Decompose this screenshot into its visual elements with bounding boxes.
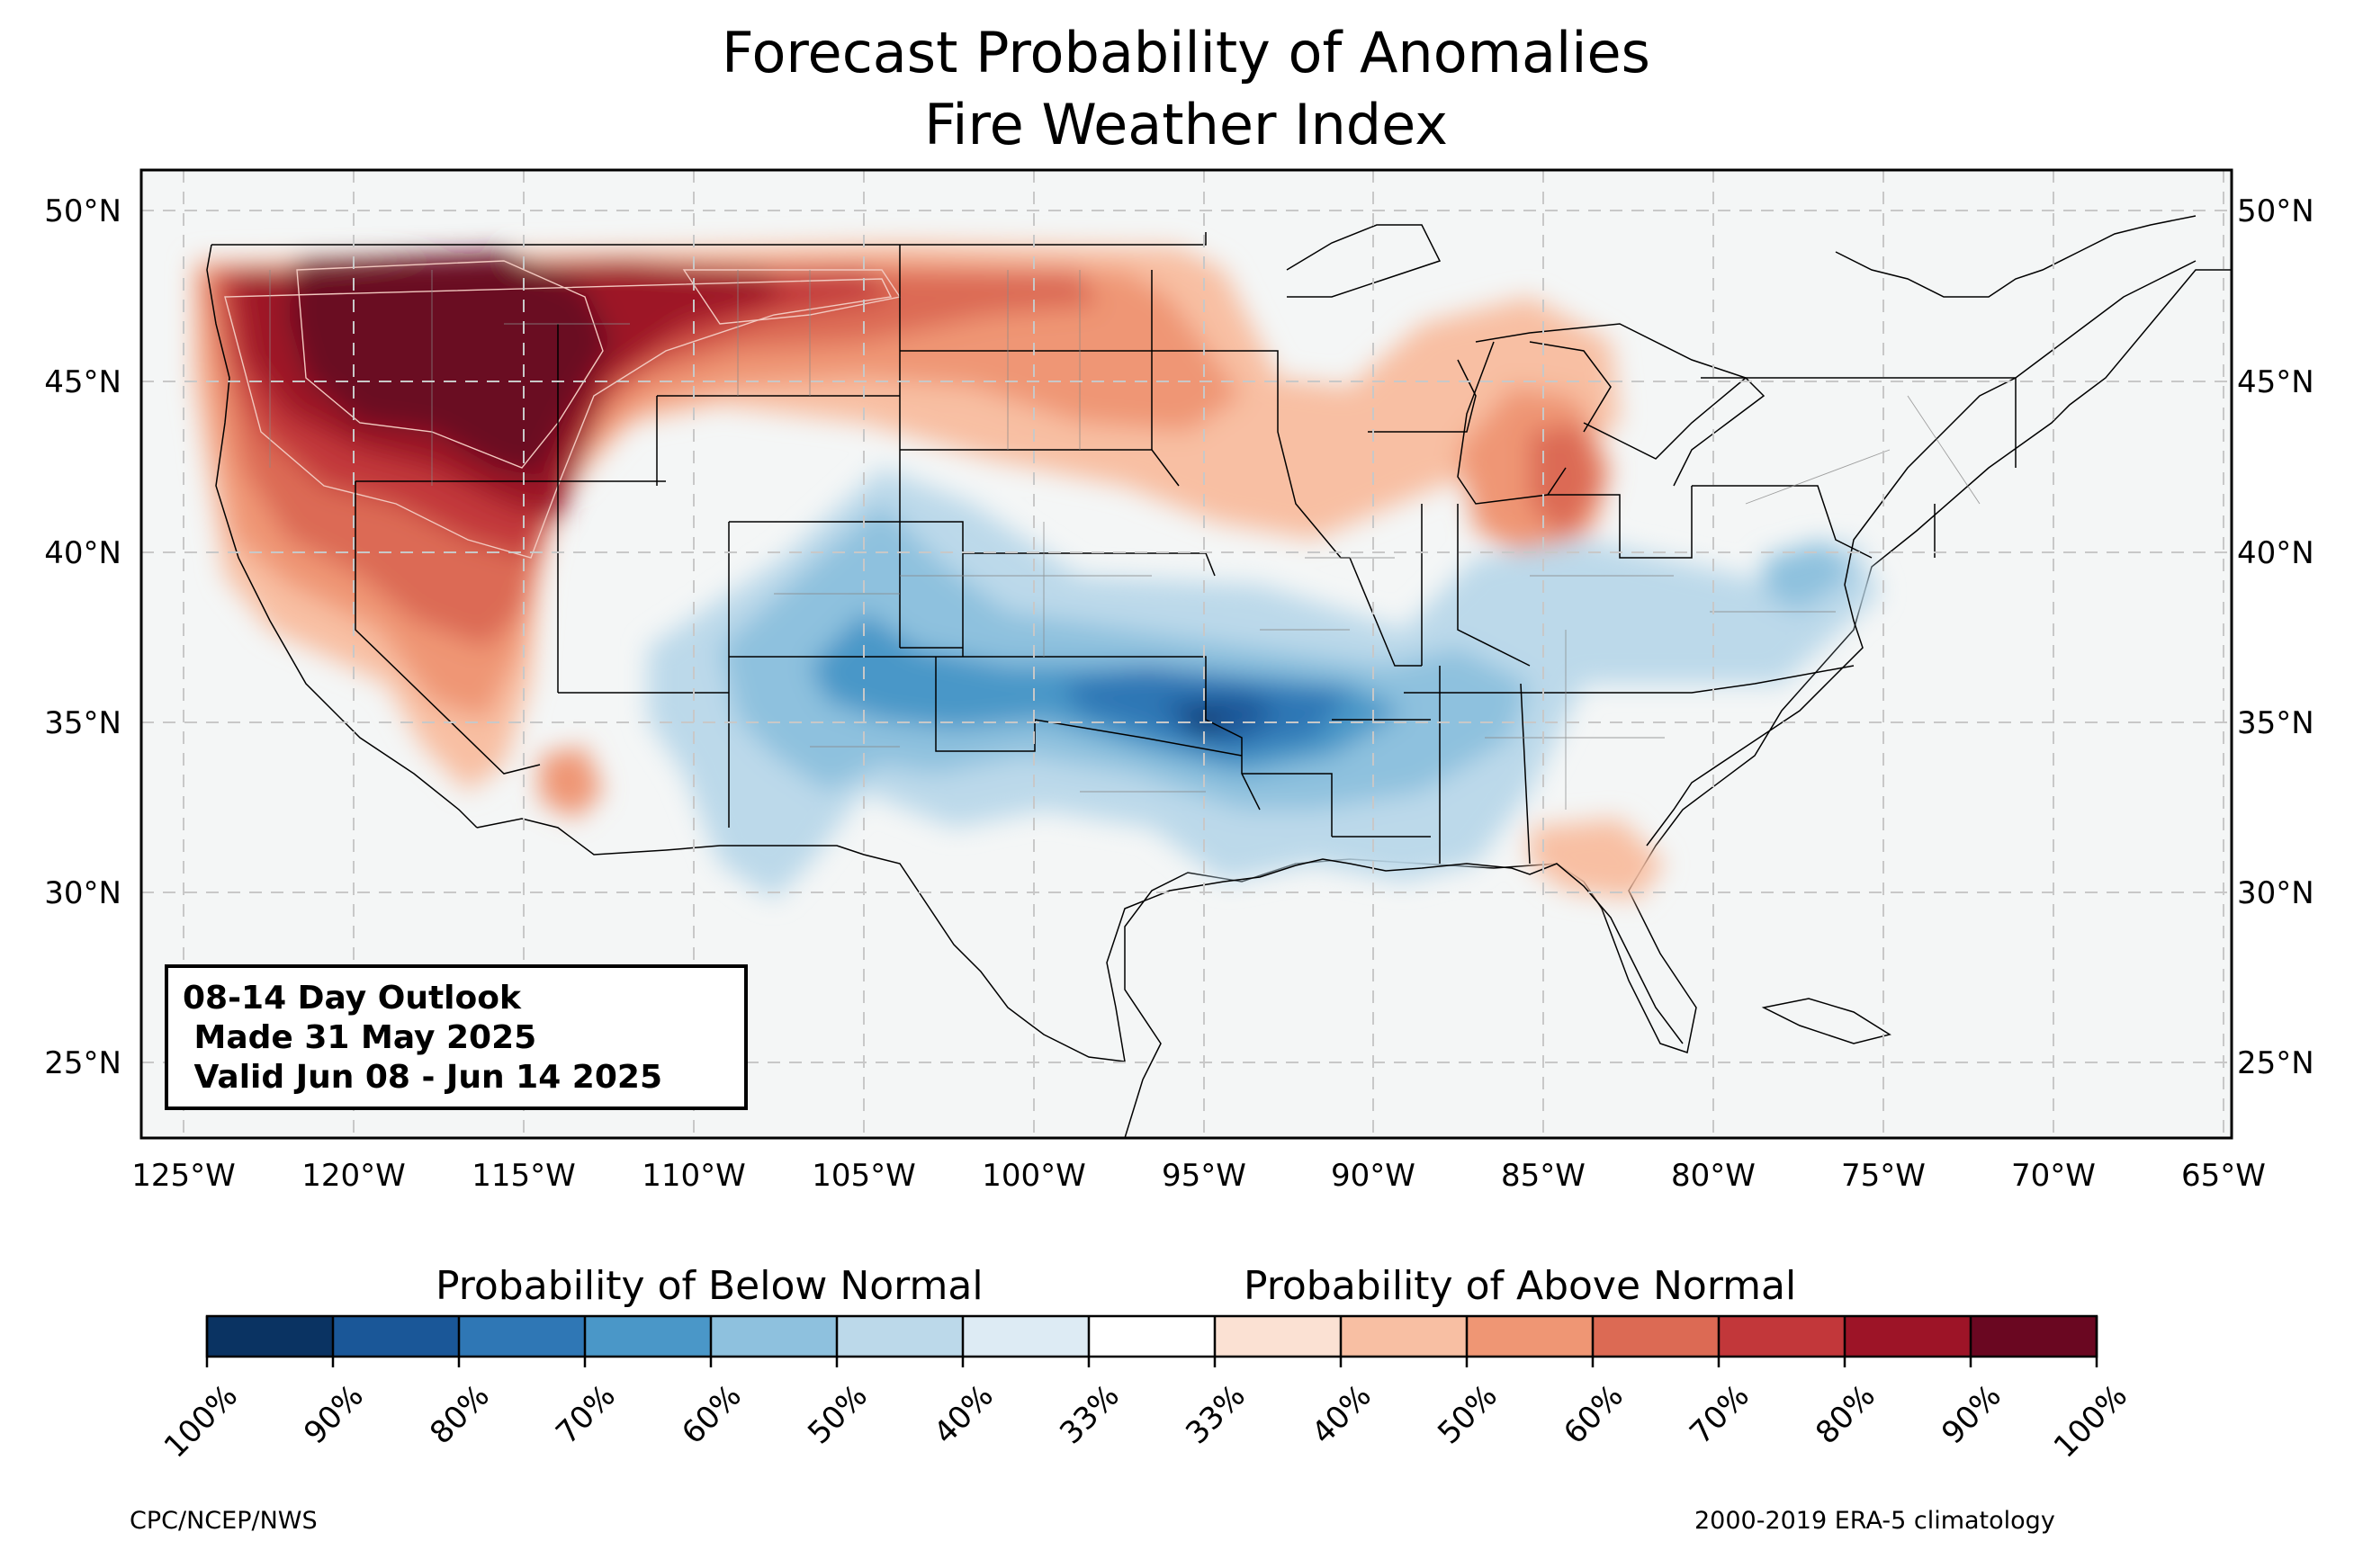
colorbar-tick-label: 40%	[1305, 1378, 1379, 1452]
colorbar-tick-label: 33%	[1053, 1378, 1127, 1452]
colorbar-swatch	[1467, 1316, 1594, 1357]
colorbar	[207, 1316, 2098, 1357]
lon-label-120w: 120°W	[301, 1158, 406, 1194]
lat-label-35n-left: 35°N	[44, 705, 121, 741]
anomaly-shading	[193, 243, 1881, 900]
lat-label-50n-left: 50°N	[44, 193, 121, 229]
lat-label-30n-right: 30°N	[2237, 875, 2314, 911]
colorbar-below-heading: Probability of Below Normal	[436, 1263, 984, 1309]
colorbar-tick-label: 70%	[549, 1378, 623, 1452]
lat-label-25n-right: 25°N	[2237, 1045, 2314, 1081]
colorbar-swatch	[837, 1316, 964, 1357]
colorbar-tick-label: 60%	[1557, 1378, 1631, 1452]
outlook-info-box: 08-14 Day Outlook Made 31 May 2025 Valid…	[165, 964, 748, 1110]
latitude-labels-right: 50°N 45°N 40°N 35°N 30°N 25°N	[2237, 193, 2314, 1081]
colorbar-above-heading: Probability of Above Normal	[1244, 1263, 1797, 1309]
colorbar-swatch	[1845, 1316, 1972, 1357]
longitude-labels: 125°W 120°W 115°W 110°W 105°W 100°W 95°W…	[131, 1158, 2266, 1194]
lat-label-35n-right: 35°N	[2237, 705, 2314, 741]
colorbar-tick-label: 60%	[675, 1378, 749, 1452]
lon-label-115w: 115°W	[472, 1158, 576, 1194]
colorbar-tick-label: 40%	[927, 1378, 1001, 1452]
cuba-island	[1761, 998, 1891, 1044]
lon-label-75w: 75°W	[1841, 1158, 1926, 1194]
lon-label-80w: 80°W	[1671, 1158, 1756, 1194]
lat-label-30n-left: 30°N	[44, 875, 121, 911]
lon-label-125w: 125°W	[131, 1158, 236, 1194]
colorbar-tick-label: 100%	[157, 1378, 245, 1465]
colorbar-tick-label: 50%	[1431, 1378, 1505, 1452]
colorbar-tick-label: 80%	[1809, 1378, 1882, 1452]
credit-left: CPC/NCEP/NWS	[130, 1507, 318, 1535]
map-title-line-2: Fire Weather Index	[924, 92, 1448, 157]
lon-label-95w: 95°W	[1162, 1158, 1246, 1194]
colorbar-swatch	[1971, 1316, 2098, 1357]
colorbar-swatch	[333, 1316, 460, 1357]
colorbar-swatch	[207, 1316, 334, 1357]
colorbar-tick-label: 90%	[297, 1378, 371, 1452]
map-frame	[139, 168, 2233, 1140]
colorbar-swatch	[585, 1316, 712, 1357]
lon-label-85w: 85°W	[1501, 1158, 1586, 1194]
lon-label-70w: 70°W	[2011, 1158, 2096, 1194]
colorbar-swatch	[963, 1316, 1090, 1357]
outlook-made-date: Made 31 May 2025	[183, 1019, 537, 1056]
lon-label-105w: 105°W	[812, 1158, 916, 1194]
colorbar-tick-label: 33%	[1179, 1378, 1253, 1452]
colorbar-swatch	[1593, 1316, 1720, 1357]
colorbar-swatch	[1089, 1316, 1216, 1357]
colorbar-tick-label: 90%	[1935, 1378, 2008, 1452]
colorbar-tick-label: 100%	[2047, 1378, 2134, 1465]
lat-label-45n-right: 45°N	[2237, 364, 2314, 400]
lat-label-40n-right: 40°N	[2237, 535, 2314, 571]
division-lines	[269, 270, 1981, 810]
lat-label-25n-left: 25°N	[44, 1045, 121, 1081]
latitude-labels-left: 50°N 45°N 40°N 35°N 30°N 25°N	[44, 193, 121, 1081]
outlook-period: 08-14 Day Outlook	[183, 980, 521, 1017]
colorbar-swatch	[1341, 1316, 1468, 1357]
colorbar-swatch	[711, 1316, 838, 1357]
colorbar-tick-label: 50%	[801, 1378, 875, 1452]
lat-label-40n-left: 40°N	[44, 535, 121, 571]
colorbar-tick-label: 70%	[1683, 1378, 1757, 1452]
lat-label-50n-right: 50°N	[2237, 193, 2314, 229]
colorbar-swatch	[1215, 1316, 1342, 1357]
lat-label-45n-left: 45°N	[44, 364, 121, 400]
credit-right: 2000-2019 ERA-5 climatology	[1694, 1507, 2055, 1535]
lon-label-90w: 90°W	[1331, 1158, 1415, 1194]
lon-label-65w: 65°W	[2181, 1158, 2266, 1194]
outlook-valid-dates: Valid Jun 08 - Jun 14 2025	[183, 1059, 663, 1096]
colorbar-swatch	[459, 1316, 586, 1357]
colorbar-tick-label: 80%	[423, 1378, 497, 1452]
map-title-line-1: Forecast Probability of Anomalies	[722, 20, 1650, 85]
lon-label-100w: 100°W	[982, 1158, 1086, 1194]
lon-label-110w: 110°W	[642, 1158, 746, 1194]
state-boundaries	[206, 215, 2197, 1062]
colorbar-swatch	[1719, 1316, 1846, 1357]
